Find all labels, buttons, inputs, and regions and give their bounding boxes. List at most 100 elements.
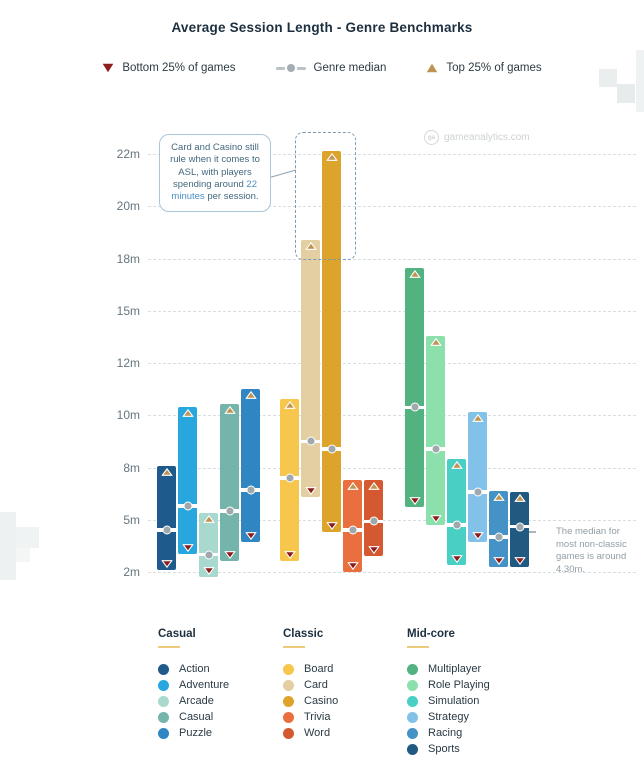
bottom25-marker-icon	[244, 532, 257, 541]
median-dot-icon	[225, 506, 234, 516]
bottom25-marker-icon	[346, 561, 359, 570]
annotation-text: Card and Casino still rule when it comes…	[170, 142, 260, 191]
legend-item-casual: Casual	[158, 709, 229, 725]
genre-label: Puzzle	[179, 727, 213, 739]
bottom25-marker-icon	[450, 554, 463, 563]
bar-casual	[220, 404, 239, 562]
median-marker	[510, 522, 529, 532]
genre-label: Casino	[304, 695, 339, 707]
legend-header-underline	[283, 646, 305, 648]
top25-marker-icon	[408, 269, 421, 278]
legend-group-mid-core: Mid-core Multiplayer Role Playing Simulatio…	[407, 628, 490, 757]
gridline-5m	[148, 519, 636, 521]
y-axis-tick-label: 20m	[116, 199, 140, 214]
genre-label: Adventure	[179, 679, 230, 691]
legend-item-action: Action	[158, 661, 229, 677]
bar-casino	[322, 151, 341, 532]
median-marker	[157, 525, 176, 535]
watermark: ga gameanalytics.com	[424, 130, 530, 145]
median-dot-icon	[473, 487, 482, 497]
bar-puzzle	[241, 388, 260, 543]
median-marker	[301, 436, 320, 446]
y-axis-tick-label: 18m	[116, 251, 140, 266]
annotation-connector-line	[267, 169, 297, 179]
legend-item-casino: Casino	[283, 693, 338, 709]
y-axis-tick-label: 2m	[123, 565, 140, 579]
median-dash-dot-icon	[275, 64, 306, 72]
annotation-text: per session.	[204, 191, 259, 203]
legend-group-title: Mid-core	[407, 628, 455, 640]
genre-label: Casual	[179, 711, 214, 723]
genre-color-dot-icon	[158, 663, 169, 675]
legend-item-bottom25: Bottom 25% of games	[102, 62, 236, 74]
legend-item-puzzle: Puzzle	[158, 725, 229, 741]
gridline-18m	[148, 258, 636, 260]
genre-color-dot-icon	[407, 695, 418, 707]
legend-label: Genre median	[313, 62, 387, 74]
genre-label: Arcade	[179, 695, 214, 707]
triangle-up-icon	[427, 63, 438, 73]
bar-sports	[510, 492, 529, 567]
median-marker	[178, 501, 197, 511]
genre-label: Racing	[428, 727, 463, 739]
plot-area: ga gameanalytics.com 22m 20m 18m 15m 12m 10m 8…	[116, 130, 636, 579]
median-dot-icon	[183, 501, 192, 511]
median-dot-icon	[410, 402, 419, 412]
legend-item-simulation: Simulation	[407, 693, 490, 709]
gridline-15m	[148, 310, 636, 312]
gridline-22m	[148, 154, 636, 155]
top25-marker-icon	[283, 401, 296, 410]
median-dot-icon	[162, 525, 171, 535]
bottom25-marker-icon	[408, 497, 421, 506]
legend-item-role-playing: Role Playing	[407, 677, 490, 693]
median-dot-icon	[246, 485, 255, 495]
gameanalytics-logo-icon: ga	[424, 130, 439, 145]
gridline-12m	[148, 363, 636, 364]
median-dot-icon	[348, 525, 357, 535]
genre-color-dot-icon	[283, 711, 294, 723]
pixel-decoration	[0, 512, 16, 580]
side-note-dash	[529, 531, 536, 533]
bottom25-marker-icon	[304, 487, 317, 495]
top25-marker-icon	[492, 492, 505, 501]
bar-action	[157, 466, 176, 571]
legend-item-multiplayer: Multiplayer	[407, 661, 490, 677]
median-marker	[489, 532, 508, 542]
pixel-decoration	[636, 50, 644, 112]
bar-trivia	[343, 480, 362, 572]
genre-color-dot-icon	[283, 727, 294, 739]
genre-label: Sports	[428, 743, 460, 755]
y-axis-tick-label: 22m	[116, 147, 140, 161]
median-dot-icon	[204, 550, 213, 560]
legend-group-classic: Classic Board Card Casino Trivia Word	[283, 628, 338, 741]
genre-color-dot-icon	[407, 663, 418, 675]
bottom25-marker-icon	[492, 556, 505, 565]
legend-item-word: Word	[283, 725, 338, 741]
y-axis-tick-label: 15m	[116, 303, 140, 318]
median-marker	[364, 516, 383, 526]
genre-color-dot-icon	[407, 727, 418, 739]
median-dot-icon	[327, 444, 336, 454]
bar-simulation	[447, 459, 466, 565]
legend-label: Bottom 25% of games	[122, 62, 236, 74]
gridline-10m	[148, 415, 636, 417]
median-marker	[280, 473, 299, 483]
top25-marker-icon	[346, 482, 359, 491]
legend-item-strategy: Strategy	[407, 709, 490, 725]
annotation-non-classic: The median for most non-classic games is…	[556, 526, 627, 575]
pixel-decoration	[16, 527, 39, 548]
legend-item-median: Genre median	[275, 62, 387, 74]
bottom25-marker-icon	[367, 546, 380, 555]
bar-word	[364, 480, 383, 557]
median-dot-icon	[494, 532, 503, 542]
genre-color-dot-icon	[158, 727, 169, 739]
bar-role-playing	[426, 335, 445, 525]
top25-marker-icon	[181, 408, 194, 417]
top25-marker-icon	[160, 468, 173, 477]
legend-group-title: Classic	[283, 628, 324, 640]
genre-color-dot-icon	[407, 679, 418, 691]
genre-label: Simulation	[428, 695, 480, 707]
genre-color-dot-icon	[407, 743, 418, 755]
genre-label: Action	[179, 663, 210, 675]
